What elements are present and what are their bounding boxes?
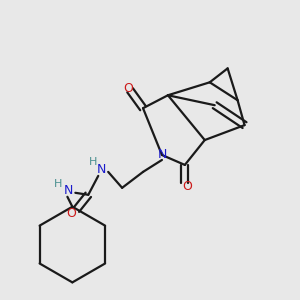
Text: N: N <box>97 164 106 176</box>
Text: O: O <box>123 82 133 95</box>
Text: H: H <box>54 179 63 189</box>
Text: O: O <box>182 180 192 193</box>
Text: H: H <box>89 157 98 167</box>
Text: N: N <box>64 184 73 197</box>
Text: O: O <box>66 207 76 220</box>
Text: N: N <box>157 148 167 161</box>
